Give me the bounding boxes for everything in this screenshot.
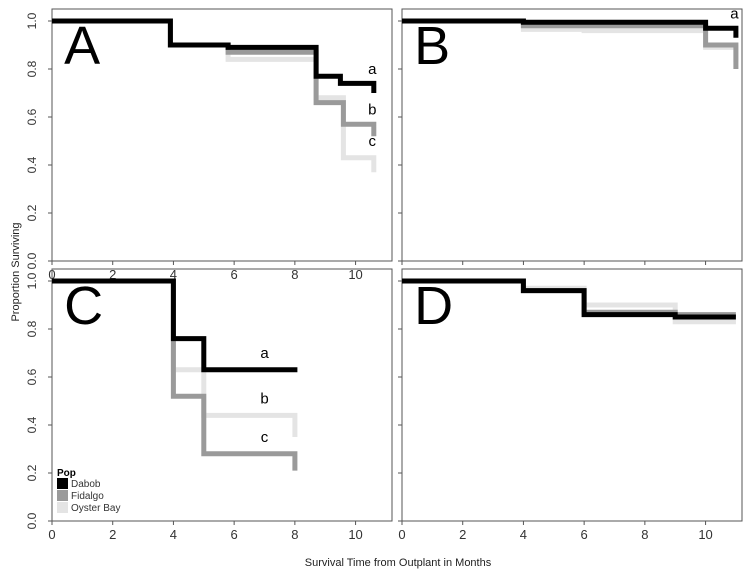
panel-a: 0.00.20.40.60.81.00 2 4 6 8 10A abc	[25, 8, 393, 282]
panel-a-panel-letter: A	[64, 16, 100, 76]
panel-a-y-tick-label: 0.8	[25, 60, 39, 77]
panel-b-significance-letter: a	[730, 6, 739, 23]
legend: Pop Dabob Fidalgo Oyster Bay	[57, 468, 120, 514]
panel-a-x-tick-label: 2	[109, 267, 116, 282]
panel-c-y-tick-label: 0.2	[25, 464, 39, 481]
panel-d-x-tick-label: 8	[641, 527, 648, 542]
panel-a-frame	[51, 8, 393, 262]
panel-a-y-tick-label: 0.2	[25, 204, 39, 221]
panel-c-x-tick-label: 6	[231, 527, 238, 542]
panel-d: 0 2 4 6 8 10 D	[398, 268, 743, 542]
panel-a-y-tick-label: 0.6	[25, 108, 39, 125]
legend-swatch-oyster-bay	[57, 502, 68, 513]
panel-c-x-tick-label: 2	[109, 527, 116, 542]
panel-a-y-tick-label: 0.4	[25, 156, 39, 173]
panel-d-x-tick-label: 0	[398, 527, 405, 542]
panel-a-x-tick-label: 4	[170, 267, 177, 282]
panel-b: Ba	[398, 6, 743, 265]
panel-c-x-tick-label: 0	[48, 527, 55, 542]
panel-a-x-tick-label: 8	[291, 267, 298, 282]
panel-a-series-dabob	[52, 18, 377, 93]
panel-b-panel-letter: B	[414, 16, 450, 76]
panel-d-panel-letter: D	[414, 276, 453, 336]
panel-c-significance-letter: c	[261, 429, 269, 446]
panel-a-y-tick-label: 0.0	[25, 252, 39, 269]
panels-layer: 0.00.20.40.60.81.00 2 4 6 8 10A abcBa0.00.20.4…	[25, 6, 743, 542]
panel-c-x-tick-label: 4	[170, 527, 177, 542]
panel-c-panel-letter: C	[64, 276, 103, 336]
panel-c-significance-letter: a	[260, 345, 269, 362]
legend-swatch-fidalgo	[57, 490, 68, 501]
panel-a-significance-letter: b	[368, 102, 376, 119]
panel-a-significance-letter: c	[369, 133, 377, 150]
panel-b-frame	[401, 8, 743, 262]
panel-c-y-tick-label: 0.4	[25, 416, 39, 433]
panel-d-frame	[401, 268, 743, 522]
legend-label-dabob: Dabob	[71, 479, 101, 490]
panel-d-series-dabob	[402, 278, 736, 320]
panel-c-series-dabob	[52, 278, 298, 373]
legend-label-fidalgo: Fidalgo	[71, 491, 104, 502]
panel-b-series-fidalgo	[402, 18, 739, 69]
panel-a-significance-letter: a	[368, 61, 377, 78]
panel-b-series-dabob	[402, 18, 739, 38]
legend-title: Pop	[57, 468, 76, 479]
panel-d-x-tick-label: 2	[459, 527, 466, 542]
panel-d-x-tick-label: 4	[520, 527, 527, 542]
panel-c-significance-letter: b	[260, 390, 268, 407]
panel-c-frame	[51, 268, 393, 522]
panel-d-x-tick-label: 10	[698, 527, 712, 542]
x-axis-label: Survival Time from Outplant in Months	[305, 557, 492, 569]
panel-a-y-tick-label: 1.0	[25, 12, 39, 29]
panel-c-y-tick-label: 0.0	[25, 512, 39, 529]
panel-c-y-tick-label: 0.8	[25, 320, 39, 337]
panel-c-y-tick-label: 1.0	[25, 272, 39, 289]
panel-c-x-tick-label: 8	[291, 527, 298, 542]
panel-d-x-tick-label: 6	[581, 527, 588, 542]
panel-c-y-tick-label: 0.6	[25, 368, 39, 385]
legend-label-oyster-bay: Oyster Bay	[71, 503, 120, 514]
panel-a-x-tick-label: 10	[348, 267, 362, 282]
panel-c: 0.0 0.2 0.4 0.6 0.8 1.0 0 2 4 6 8 10 Ca b c	[25, 268, 393, 542]
panel-a-x-tick-label: 6	[231, 267, 238, 282]
y-axis-label: Proportion Surviving	[10, 222, 22, 321]
legend-swatch-dabob	[57, 478, 68, 489]
panel-c-x-tick-label: 10	[348, 527, 362, 542]
